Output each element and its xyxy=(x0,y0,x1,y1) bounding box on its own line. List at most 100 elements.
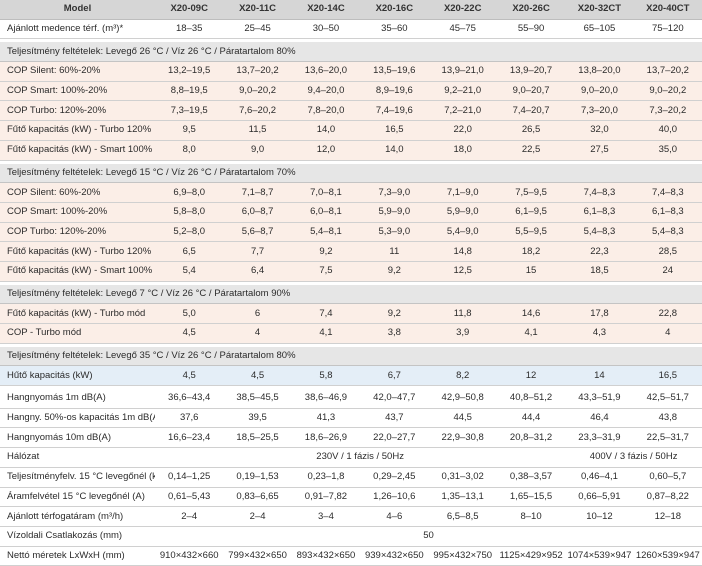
value-cell: 0,19–1,53 xyxy=(223,467,292,488)
value-cell: 0,60–5,7 xyxy=(633,467,702,488)
table-row: Nettó méretek LxWxH (mm) 910×432×660 799×4… xyxy=(0,546,702,566)
row-label: COP - Turbo mód xyxy=(0,323,155,344)
value-cell: 22,3 xyxy=(565,241,634,262)
value-cell: 3,9 xyxy=(428,323,497,344)
value-cell: 5,4–8,1 xyxy=(291,222,361,243)
value-cell: 0,83–6,65 xyxy=(223,487,292,508)
value-cell: 9,0–20,0 xyxy=(565,81,634,102)
value-cell: 5,4–8,3 xyxy=(633,222,702,243)
value-cell: 1,35–13,1 xyxy=(428,487,497,508)
value-cell: 893×432×650 xyxy=(291,546,361,566)
value-cell: 13,9–21,0 xyxy=(428,61,497,82)
value-cell: 30–50 xyxy=(291,19,361,40)
row-label: COP Silent: 60%-20% xyxy=(0,182,155,203)
value-cell: 6,1–9,5 xyxy=(496,202,566,223)
value-cell: 11,5 xyxy=(223,120,292,141)
value-cell: 16,5 xyxy=(360,120,429,141)
row-label: COP Silent: 60%-20% xyxy=(0,61,155,82)
table-row: Hálózat 230V / 1 fázis / 50Hz 400V / 3 fáz… xyxy=(0,447,702,468)
value-cell: 32,0 xyxy=(565,120,634,141)
value-cell: 4 xyxy=(223,323,292,344)
value-cell: 7,3–19,5 xyxy=(155,100,224,122)
table-row: Hangnyomás 1m dB(A) 36,6–43,4 38,5–45,5 38,… xyxy=(0,389,702,409)
value-cell: 6,5–8,5 xyxy=(428,506,497,527)
value-cell: 38,6–46,9 xyxy=(291,389,361,409)
value-cell: 9,4–20,0 xyxy=(291,81,361,102)
value-cell: 75–120 xyxy=(633,19,702,40)
value-cell: 15 xyxy=(496,261,566,282)
value-cell: 5,9–9,0 xyxy=(428,202,497,223)
value-cell: 9,0–20,7 xyxy=(496,81,566,102)
value-cell: 46,4 xyxy=(565,408,634,429)
gap-cell xyxy=(0,160,702,164)
row-label: Fűtő kapacitás (kW) - Turbo 120% xyxy=(0,120,155,141)
value-cell: 26,5 xyxy=(496,120,566,141)
gap-cell xyxy=(0,385,702,390)
value-cell: 36,6–43,4 xyxy=(155,389,224,409)
value-cell: 0,66–5,91 xyxy=(565,487,634,508)
row-label: Ajánlott térfogatáram (m³/h) xyxy=(0,506,155,527)
value-cell: 14 xyxy=(565,365,634,387)
row-label: Nettó méretek LxWxH (mm) xyxy=(0,546,155,566)
value-cell: 12–18 xyxy=(633,506,702,527)
value-cell: 37,6 xyxy=(155,408,224,429)
table-row: Fűtő kapacitás (kW) - Turbo 120% 6,5 7,7 9,… xyxy=(0,241,702,262)
row-label: Vízoldali Csatlakozás (mm) xyxy=(0,526,155,547)
value-cell: 18,0 xyxy=(428,140,497,161)
spanned-value: 50 xyxy=(155,526,702,547)
section-title: Teljesítmény feltételek: Levegő 7 °C / V… xyxy=(0,284,702,305)
row-label: COP Turbo: 120%-20% xyxy=(0,100,155,122)
value-cell: 45–75 xyxy=(428,19,497,40)
value-cell: 7,0–8,1 xyxy=(291,182,361,203)
gap-cell xyxy=(0,38,702,43)
value-cell: 43,7 xyxy=(360,408,429,429)
value-cell: 8–10 xyxy=(496,506,566,527)
row-label: COP Smart: 100%-20% xyxy=(0,81,155,102)
value-cell: 14,0 xyxy=(291,120,361,141)
header-model-x20-11c: X20-11C xyxy=(223,0,292,20)
table-row: Fűtő kapacitás (kW) - Smart 100% 5,4 6,4 7,… xyxy=(0,261,702,282)
value-cell: 7,7 xyxy=(223,241,292,262)
value-cell: 42,0–47,7 xyxy=(360,389,429,409)
value-cell: 22,0–27,7 xyxy=(360,427,429,449)
value-cell: 10–12 xyxy=(565,506,634,527)
value-cell: 7,4–8,3 xyxy=(565,182,634,203)
value-cell: 9,2 xyxy=(360,303,429,324)
row-label: Ajánlott medence térf. (m³)* xyxy=(0,19,155,40)
value-cell: 9,2–21,0 xyxy=(428,81,497,102)
value-cell: 18,2 xyxy=(496,241,566,262)
table-row: Hangny. 50%-os kapacitás 1m dB(A) 37,6 39,… xyxy=(0,408,702,429)
section-title: Teljesítmény feltételek: Levegő 26 °C / … xyxy=(0,42,702,63)
value-cell: 7,1–9,0 xyxy=(428,182,497,203)
section-header: Teljesítmény feltételek: Levegő 7 °C / V… xyxy=(0,284,702,305)
value-cell: 8,9–19,6 xyxy=(360,81,429,102)
value-cell: 22,0 xyxy=(428,120,497,141)
row-label: Fűtő kapacitás (kW) - Smart 100% xyxy=(0,261,155,282)
value-cell: 5,4 xyxy=(155,261,224,282)
value-cell: 41,3 xyxy=(291,408,361,429)
value-cell: 7,3–20,2 xyxy=(633,100,702,122)
value-cell: 2–4 xyxy=(155,506,224,527)
table-row: Hűtő kapacitás (kW) 4,5 4,5 5,8 6,7 8,2 12 14 16… xyxy=(0,365,702,387)
value-cell: 17,8 xyxy=(565,303,634,324)
value-cell: 12,0 xyxy=(291,140,361,161)
row-label: Hálózat xyxy=(0,447,155,468)
value-cell: 23,3–31,9 xyxy=(565,427,634,449)
value-cell: 40,8–51,2 xyxy=(496,389,566,409)
row-label: Hűtő kapacitás (kW) xyxy=(0,365,155,387)
value-cell: 55–90 xyxy=(496,19,566,40)
value-cell: 40,0 xyxy=(633,120,702,141)
value-cell: 5,6–8,7 xyxy=(223,222,292,243)
row-label: Teljesítményfelv. 15 °C levegőnél (kW) xyxy=(0,467,155,488)
value-cell: 13,5–19,6 xyxy=(360,61,429,82)
spanned-value: 230V / 1 fázis / 50Hz xyxy=(155,447,566,468)
value-cell: 20,8–31,2 xyxy=(496,427,566,449)
value-cell: 28,5 xyxy=(633,241,702,262)
value-cell: 910×432×660 xyxy=(155,546,224,566)
value-cell: 1260×539×947 xyxy=(633,546,702,566)
value-cell: 7,3–9,0 xyxy=(360,182,429,203)
value-cell: 4,1 xyxy=(291,323,361,344)
table-row: Fűtő kapacitás (kW) - Turbo 120% 9,5 11,5 1… xyxy=(0,120,702,141)
row-label: COP Smart: 100%-20% xyxy=(0,202,155,223)
table-row: Áramfelvétel 15 °C levegőnél (A) 0,61–5,4… xyxy=(0,487,702,508)
